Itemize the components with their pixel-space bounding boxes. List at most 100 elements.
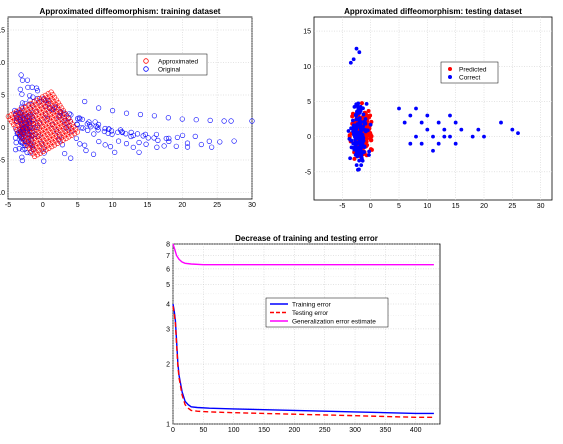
predicted-point [368, 132, 373, 137]
original-point [107, 144, 114, 150]
approximated-point [71, 124, 77, 130]
correct-point [367, 153, 371, 157]
original-point [109, 131, 115, 137]
legend-marker [448, 67, 452, 71]
correct-point [470, 134, 475, 139]
correct-point [349, 138, 354, 143]
correct-point [351, 129, 355, 134]
chart-title: Approximated diffeomorphism: training da… [40, 7, 221, 16]
original-point [73, 135, 79, 141]
original-point [13, 147, 19, 153]
y-tick-label: -5 [305, 169, 311, 176]
predicted-point [364, 113, 369, 118]
original-point [123, 110, 130, 116]
correct-point [365, 128, 370, 133]
approximated-point [48, 89, 54, 95]
y-tick-label: -5 [0, 158, 5, 165]
original-point [106, 126, 112, 132]
original-point [115, 129, 121, 135]
correct-point [368, 122, 373, 127]
original-point [174, 134, 181, 141]
y-tick-label: 10 [0, 60, 5, 67]
original-point [134, 131, 141, 137]
original-point [140, 133, 146, 139]
correct-point [402, 120, 407, 125]
y-tick-label: 8 [166, 242, 170, 249]
x-tick-label: -5 [5, 202, 11, 209]
original-point [96, 105, 102, 111]
original-point [217, 139, 223, 145]
correct-point [354, 117, 359, 122]
original-point [82, 98, 88, 105]
original-point [102, 125, 108, 132]
correct-point [356, 167, 360, 172]
original-point [86, 119, 92, 125]
original-point [165, 115, 171, 121]
original-point [22, 100, 28, 107]
original-point [82, 142, 88, 148]
correct-point [349, 145, 354, 150]
original-point [95, 127, 101, 133]
correct-point [436, 120, 441, 125]
original-point [95, 124, 101, 130]
original-point [154, 144, 160, 150]
plot-area [313, 16, 553, 201]
correct-point [355, 111, 360, 116]
approximated-point [52, 94, 58, 100]
x-tick-label: 100 [228, 427, 240, 434]
correct-point [362, 120, 367, 125]
correct-point [354, 46, 359, 51]
y-tick-label: 15 [0, 28, 5, 35]
correct-point [354, 146, 359, 151]
y-tick-label: 5 [166, 282, 170, 289]
y-tick-label: 5 [1, 93, 5, 100]
original-point [136, 149, 142, 155]
original-point [18, 138, 24, 144]
original-point [62, 150, 68, 157]
correct-point [357, 158, 362, 163]
original-point [166, 138, 172, 144]
x-tick-label: 300 [349, 427, 361, 434]
approximated-point [62, 110, 68, 116]
y-tick-label: -10 [0, 190, 5, 197]
chart-title: Decrease of training and testing error [235, 234, 378, 243]
original-point [34, 88, 41, 94]
original-point [79, 116, 85, 122]
predicted-point [365, 133, 370, 138]
correct-point [363, 117, 368, 121]
correct-point [431, 134, 435, 139]
original-point [20, 146, 26, 153]
original-point [137, 111, 144, 118]
correct-point [348, 60, 353, 65]
correct-point [442, 134, 447, 139]
x-tick-label: 400 [410, 427, 422, 434]
original-point [249, 118, 255, 124]
x-tick-label: 5 [76, 202, 80, 209]
original-point [151, 113, 157, 119]
approximated-point [55, 100, 61, 106]
legend-marker [448, 75, 452, 79]
original-point [77, 141, 83, 147]
approximated-point [66, 116, 72, 122]
original-point [25, 84, 31, 90]
x-tick-label: 20 [178, 202, 186, 209]
x-tick-label: 15 [144, 202, 152, 209]
y-tick-label: 5 [307, 99, 311, 106]
correct-point [362, 150, 366, 154]
correct-point [408, 141, 413, 146]
predicted-point [352, 156, 357, 161]
legend-label: Original [158, 66, 181, 73]
correct-point [353, 137, 357, 142]
y-tick-label: 0 [307, 134, 311, 141]
original-point [228, 118, 234, 124]
original-point [128, 129, 134, 135]
x-tick-label: 20 [480, 203, 488, 210]
chart-testing-dataset: -5 0 5 10 15 20 25 30 -5 0 5 10 15 Approximated diffe… [303, 7, 553, 210]
original-point [163, 135, 169, 142]
series-line-generalization-error-estimate [172, 243, 434, 266]
x-tick-label: 0 [171, 427, 175, 434]
original-point [115, 138, 122, 144]
